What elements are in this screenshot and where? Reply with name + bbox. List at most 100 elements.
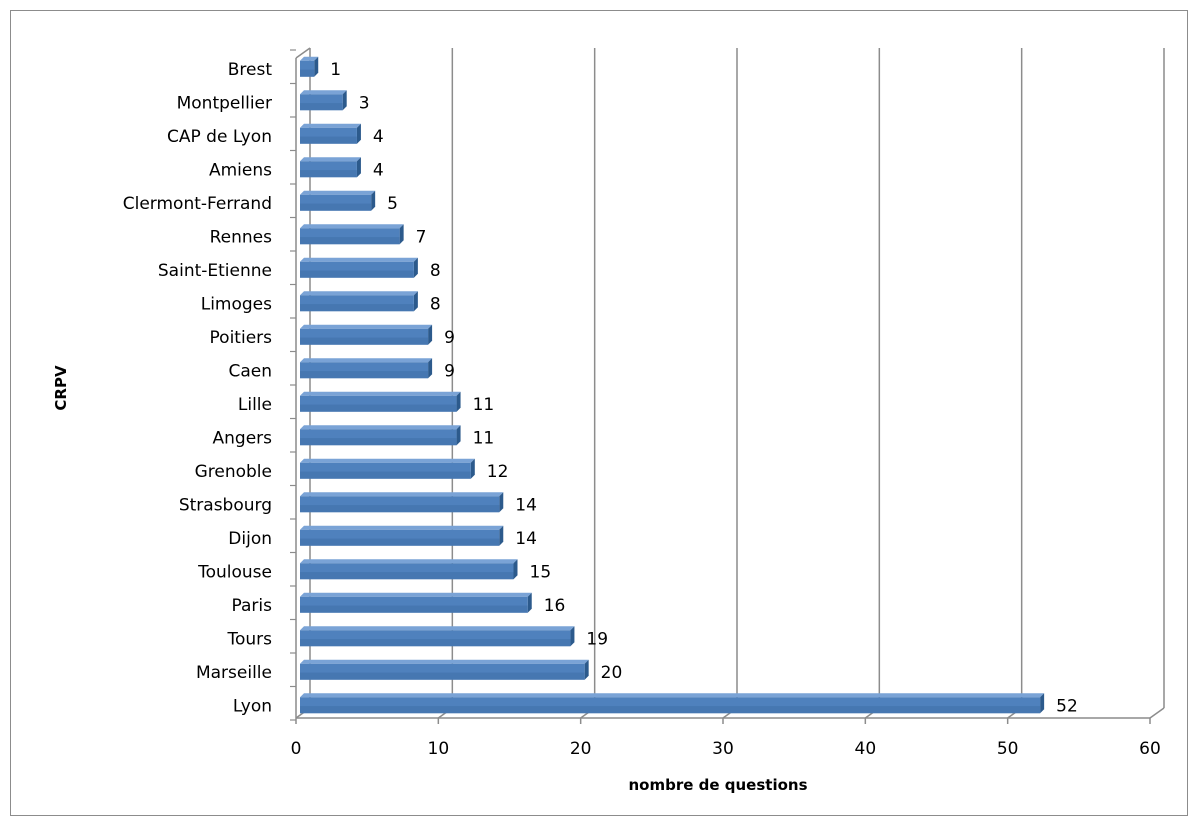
data-label: 4: [373, 127, 384, 147]
category-label: Tours: [226, 629, 272, 649]
category-label: Clermont-Ferrand: [123, 194, 272, 214]
data-label: 20: [601, 663, 623, 683]
x-tick-label: 60: [1139, 739, 1161, 759]
bar-shade: [300, 438, 457, 446]
bar-end: [428, 358, 433, 379]
category-label: Amiens: [209, 160, 272, 180]
bar-top: [300, 559, 518, 564]
category-label: Angers: [213, 428, 273, 448]
bar-top: [300, 391, 461, 396]
bar-shade: [300, 471, 471, 479]
data-label: 14: [515, 529, 537, 549]
category-label: Caen: [228, 361, 272, 381]
bar-shade: [300, 304, 414, 312]
bar-top: [300, 291, 418, 296]
bar-top: [300, 458, 475, 463]
bar-top: [300, 425, 461, 430]
bar-end: [371, 190, 376, 211]
category-label: Paris: [232, 596, 273, 616]
bar-end: [1040, 693, 1045, 714]
bar-end: [413, 257, 418, 278]
bar-end: [470, 458, 475, 479]
data-label: 14: [515, 495, 537, 515]
data-label: 11: [473, 395, 495, 415]
bar-top: [300, 257, 418, 262]
x-tick-label: 20: [570, 739, 592, 759]
y-axis-title: CRPV: [52, 365, 70, 411]
bar-top: [300, 224, 404, 229]
x-tick-label: 50: [997, 739, 1019, 759]
bar-end: [399, 224, 404, 245]
bar-end: [570, 626, 575, 647]
data-label: 8: [430, 261, 441, 281]
bar-end: [356, 123, 361, 144]
data-label: 3: [359, 93, 370, 113]
bar-shade: [300, 706, 1041, 714]
category-label: Lille: [238, 395, 272, 415]
bar-end: [356, 157, 361, 178]
bar-end: [413, 291, 418, 312]
category-label: Brest: [228, 60, 273, 80]
bar-top: [300, 659, 589, 664]
bar-shade: [300, 505, 500, 513]
bar-shade: [300, 605, 528, 613]
data-label: 9: [444, 361, 455, 381]
category-label: Limoges: [201, 294, 272, 314]
bar-shade: [300, 672, 585, 680]
category-label: Toulouse: [197, 562, 272, 582]
x-tick-label: 40: [855, 739, 877, 759]
data-label: 11: [473, 428, 495, 448]
grid-lines: [295, 48, 1165, 719]
data-label: 4: [373, 160, 384, 180]
bar-top: [300, 592, 532, 597]
bar-shade: [300, 404, 457, 412]
data-label: 7: [416, 227, 427, 247]
bar-shade: [300, 203, 372, 211]
bar-shade: [300, 237, 400, 245]
bar-shade: [300, 572, 514, 580]
category-label: Lyon: [233, 696, 272, 716]
x-tick-label: 30: [712, 739, 734, 759]
bar-top: [300, 492, 504, 497]
bar-top: [300, 324, 433, 329]
category-label: Strasbourg: [179, 495, 272, 515]
data-label: 1: [330, 60, 341, 80]
bar-end: [456, 391, 461, 412]
bar-shade: [300, 170, 357, 178]
data-label: 8: [430, 294, 441, 314]
category-label: Grenoble: [195, 462, 272, 482]
bar-end: [499, 525, 504, 546]
bar-top: [300, 358, 433, 363]
bar-top: [300, 525, 504, 530]
x-tick-label: 10: [428, 739, 450, 759]
y-axis-top-diag: [295, 47, 311, 59]
bar-end: [456, 425, 461, 446]
bar-top: [300, 123, 361, 128]
bars: [300, 56, 1045, 714]
bar-shade: [300, 371, 429, 379]
bar-top: [300, 56, 319, 61]
bar-shade: [300, 69, 315, 77]
bar-shade: [300, 270, 414, 278]
category-label: CAP de Lyon: [167, 127, 272, 147]
bar-shade: [300, 103, 343, 111]
bar-end: [527, 592, 532, 613]
category-label: Montpellier: [177, 93, 272, 113]
floor-gridline: [1149, 707, 1165, 719]
bar-end: [342, 90, 347, 111]
data-label: 19: [586, 629, 608, 649]
bar-top: [300, 157, 361, 162]
bar-top: [300, 626, 575, 631]
bar-end: [513, 559, 518, 580]
bar-shade: [300, 538, 500, 546]
category-label: Dijon: [228, 529, 272, 549]
bar-top: [300, 190, 376, 195]
data-label: 9: [444, 328, 455, 348]
data-label: 15: [530, 562, 552, 582]
bar-end: [314, 56, 319, 77]
data-label: 5: [387, 194, 398, 214]
bar-shade: [300, 136, 357, 144]
category-label: Marseille: [196, 663, 272, 683]
category-label: Rennes: [210, 227, 273, 247]
